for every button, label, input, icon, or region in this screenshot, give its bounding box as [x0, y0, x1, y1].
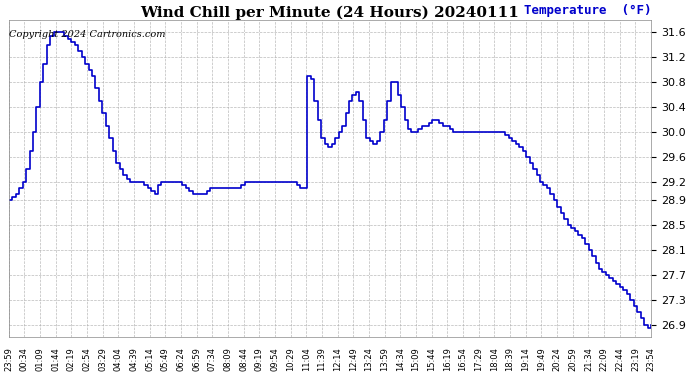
- Text: Copyright 2024 Cartronics.com: Copyright 2024 Cartronics.com: [9, 30, 166, 39]
- Text: Temperature  (°F): Temperature (°F): [524, 4, 651, 17]
- Title: Wind Chill per Minute (24 Hours) 20240111: Wind Chill per Minute (24 Hours) 2024011…: [141, 6, 520, 20]
